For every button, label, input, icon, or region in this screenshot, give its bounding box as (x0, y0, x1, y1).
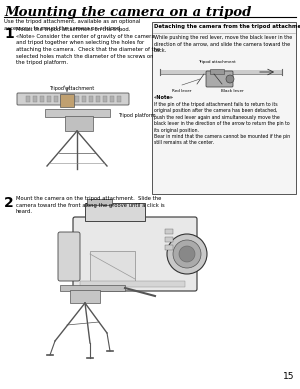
Text: If the pin of the tripod attachment fails to return to its
original position aft: If the pin of the tripod attachment fail… (154, 102, 290, 145)
Text: Tripod attachment: Tripod attachment (198, 60, 236, 64)
Bar (33, 96, 37, 102)
Bar (68, 96, 72, 102)
Circle shape (173, 240, 201, 268)
Text: Detaching the camera from the tripod attachment: Detaching the camera from the tripod att… (154, 24, 300, 29)
Bar (117, 96, 121, 102)
Circle shape (167, 234, 207, 274)
Text: 15: 15 (283, 372, 294, 381)
Bar (96, 96, 100, 102)
Text: «Note»: «Note» (154, 95, 174, 100)
Bar (80, 281, 185, 287)
Bar (26, 96, 30, 102)
Bar (103, 96, 107, 102)
Text: Mount the camera on the tripod attachment.  Slide the
camera toward the front al: Mount the camera on the tripod attachmen… (16, 196, 165, 214)
Bar (61, 96, 65, 102)
Circle shape (179, 246, 195, 262)
Bar (110, 96, 114, 102)
Bar (70, 290, 100, 303)
Bar (75, 96, 79, 102)
Text: Red lever: Red lever (172, 89, 192, 93)
Text: While pushing the red lever, move the black lever in the
direction of the arrow,: While pushing the red lever, move the bl… (154, 35, 292, 53)
Bar (152, 22, 296, 194)
Text: Tripod platform: Tripod platform (118, 113, 156, 118)
Text: Tripod attachment: Tripod attachment (50, 86, 94, 91)
Bar (40, 96, 44, 102)
Bar (60, 94, 74, 107)
Bar (87, 199, 112, 205)
FancyBboxPatch shape (17, 93, 129, 105)
Bar (165, 245, 173, 250)
Bar (82, 96, 86, 102)
Bar (54, 96, 58, 102)
Bar (65, 116, 93, 131)
Bar (89, 96, 93, 102)
Circle shape (226, 75, 234, 83)
Text: Black lever: Black lever (220, 89, 243, 93)
Bar (45, 109, 110, 117)
FancyBboxPatch shape (58, 232, 80, 281)
Bar (90, 251, 135, 281)
Bar (160, 70, 282, 74)
Bar (85, 203, 145, 221)
Text: 2: 2 (4, 196, 14, 210)
Bar (60, 285, 125, 291)
Text: Mounting the camera on a tripod: Mounting the camera on a tripod (4, 6, 251, 19)
Text: 1: 1 (4, 27, 14, 41)
FancyBboxPatch shape (206, 71, 233, 87)
FancyBboxPatch shape (73, 217, 197, 291)
Bar (47, 96, 51, 102)
Bar (210, 69, 224, 74)
Bar (165, 229, 173, 234)
Bar (165, 237, 173, 242)
Text: Mount the tripod attachment on the tripod.
«Note» Consider the center of gravity: Mount the tripod attachment on the tripo… (16, 27, 160, 65)
Text: Use the tripod attachment, available as an optional
accessory, to mount the came: Use the tripod attachment, available as … (4, 19, 140, 31)
